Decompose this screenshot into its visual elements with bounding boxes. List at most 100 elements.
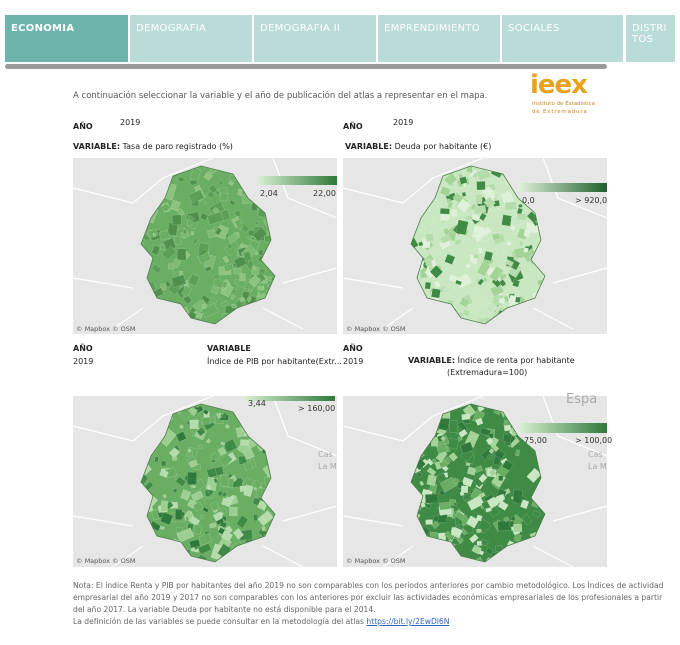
municipality xyxy=(455,219,469,236)
municipality xyxy=(183,229,187,235)
logo: ieex xyxy=(530,70,588,100)
tab[interactable]: DEMOGRAFIA xyxy=(130,15,252,62)
legend-bar[interactable] xyxy=(258,176,337,185)
municipality xyxy=(476,261,491,277)
municipality xyxy=(236,515,249,529)
municipality xyxy=(444,172,458,186)
municipality xyxy=(426,467,437,476)
tab[interactable]: ECONOMIA xyxy=(5,15,128,62)
municipality xyxy=(206,211,224,225)
link[interactable]: https://bit.ly/2EwDl6N xyxy=(366,617,450,626)
municipality xyxy=(231,303,237,309)
map[interactable] xyxy=(73,158,337,334)
region-outline xyxy=(410,403,546,563)
municipality xyxy=(478,492,486,499)
municipality xyxy=(203,171,213,181)
municipality xyxy=(254,221,259,225)
tab[interactable]: SOCIALES xyxy=(502,15,623,62)
municipality xyxy=(266,275,273,282)
municipality xyxy=(189,419,199,429)
tab[interactable]: DISTRITOS xyxy=(626,15,675,62)
variable[interactable]: Deuda por habitante (€) xyxy=(394,142,492,151)
variable[interactable]: Índice de PIB por habitante(Extr... xyxy=(207,357,342,366)
municipality xyxy=(170,270,176,275)
tab[interactable]: EMPRENDIMIENTO xyxy=(378,15,500,62)
map-border xyxy=(343,277,404,289)
year[interactable]: 2019 xyxy=(343,357,364,366)
municipality xyxy=(515,296,521,303)
municipality xyxy=(504,201,517,211)
municipality xyxy=(452,501,458,507)
variable[interactable]: Índice de renta por habitante xyxy=(457,356,575,365)
municipality xyxy=(176,527,195,543)
municipality xyxy=(214,189,221,196)
municipality xyxy=(161,245,177,261)
map-border xyxy=(343,158,484,204)
map[interactable] xyxy=(343,396,607,567)
municipality xyxy=(176,208,184,216)
municipality xyxy=(190,490,204,502)
municipality xyxy=(467,495,485,511)
municipality xyxy=(209,296,218,305)
municipality xyxy=(192,524,203,535)
municipality xyxy=(493,448,506,460)
legend-bar[interactable] xyxy=(245,396,335,401)
legend-bar[interactable] xyxy=(520,423,607,433)
municipality xyxy=(418,241,424,247)
year[interactable]: 2019 xyxy=(73,357,94,366)
municipality xyxy=(461,413,471,421)
map[interactable] xyxy=(73,396,337,567)
municipality xyxy=(184,215,190,221)
municipality xyxy=(214,227,223,236)
municipality xyxy=(189,167,202,182)
year[interactable]: 2019 xyxy=(393,118,414,127)
municipality xyxy=(205,438,212,444)
municipality xyxy=(193,501,204,512)
municipality xyxy=(451,526,463,539)
variable[interactable]: Tasa de paro registrado (%) xyxy=(122,142,233,151)
municipality xyxy=(229,506,238,517)
note: del año 2017. La variable Deuda por habi… xyxy=(73,605,376,614)
municipality xyxy=(235,426,244,438)
attribution: © Mapbox © OSM xyxy=(346,557,406,565)
municipality xyxy=(483,196,496,209)
municipality xyxy=(526,467,542,483)
municipality xyxy=(438,501,451,511)
tab[interactable]: DEMOGRAFIA II xyxy=(254,15,376,62)
municipality xyxy=(234,278,239,285)
municipality xyxy=(188,459,198,468)
municipality xyxy=(439,233,452,244)
municipality xyxy=(447,437,459,450)
municipality xyxy=(174,236,182,245)
municipality xyxy=(495,545,503,552)
municipality xyxy=(428,265,434,271)
legend-bar[interactable] xyxy=(518,183,607,192)
municipality xyxy=(243,460,254,472)
municipality xyxy=(224,424,230,429)
municipality xyxy=(459,297,470,308)
municipality xyxy=(512,489,523,504)
municipality xyxy=(234,218,244,230)
municipality xyxy=(486,547,494,555)
municipality xyxy=(475,194,483,205)
map-label: La M xyxy=(318,462,337,471)
municipality xyxy=(154,456,159,463)
map-border xyxy=(73,277,134,289)
municipality xyxy=(207,229,216,239)
municipality xyxy=(240,439,249,446)
municipality xyxy=(485,437,494,445)
municipality xyxy=(471,544,482,555)
municipality xyxy=(429,265,444,279)
municipality xyxy=(525,242,531,247)
scrollbar[interactable] xyxy=(5,64,607,69)
municipality xyxy=(518,204,523,208)
municipality xyxy=(458,429,468,438)
municipality xyxy=(417,224,426,232)
municipality xyxy=(438,460,448,469)
municipality xyxy=(177,248,187,261)
municipality xyxy=(462,404,476,418)
municipality xyxy=(259,282,265,287)
variable-label: VARIABLE: xyxy=(345,142,393,151)
year[interactable]: 2019 xyxy=(120,118,141,127)
